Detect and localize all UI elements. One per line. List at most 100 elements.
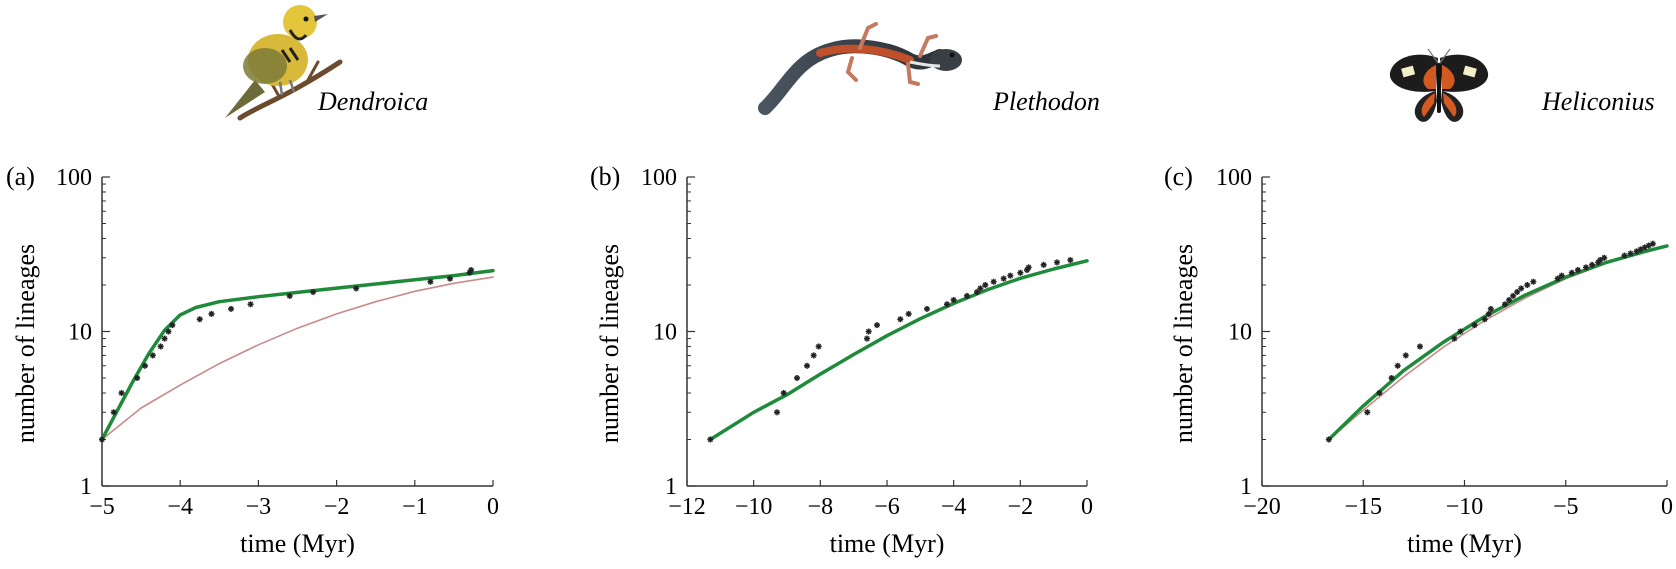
data-point [1394, 362, 1401, 369]
data-point [924, 305, 930, 312]
data-point [1025, 264, 1032, 271]
data-point [118, 389, 125, 396]
data-point [1589, 261, 1596, 268]
x-tick-label: −15 [1344, 494, 1382, 520]
panel-label: (b) [590, 162, 620, 191]
data-point [208, 310, 215, 317]
data-point [1402, 352, 1409, 359]
data-point [1040, 261, 1047, 268]
x-tick-label: 0 [487, 494, 499, 520]
data-point [1325, 436, 1332, 443]
x-tick-label: −1 [402, 494, 428, 520]
x-tick-label: 0 [1081, 494, 1093, 520]
data-point [1487, 305, 1494, 312]
data-point [1451, 335, 1458, 342]
data-point [780, 389, 787, 396]
data-point [874, 322, 880, 329]
x-tick-label: −2 [1008, 494, 1034, 520]
y-tick-label: 10 [68, 320, 92, 346]
data-point [1524, 281, 1531, 288]
data-point [196, 316, 203, 323]
x-tick-label: 0 [1661, 494, 1673, 520]
y-tick-label: 100 [1216, 165, 1252, 191]
data-point [1364, 409, 1371, 416]
data-point [247, 301, 254, 308]
y-axis-label: number of lineages [595, 244, 624, 443]
data-point [1485, 310, 1492, 317]
data-point [1416, 343, 1423, 350]
data-point [353, 285, 360, 292]
data-point [774, 409, 780, 416]
x-tick-label: −6 [874, 494, 900, 520]
x-axis-label: time (Myr) [830, 529, 945, 558]
butterfly-icon [1389, 48, 1489, 122]
chart-panel-b: 1 10 100 −12 −10 −8 −6 −4 −2 0 (b) time (Myr) number… [590, 162, 1093, 558]
data-point [982, 281, 989, 288]
fit-line-pink [1328, 245, 1668, 441]
data-point [1017, 269, 1024, 276]
data-point [974, 289, 980, 296]
data-point [1583, 264, 1589, 271]
data-point [99, 436, 105, 443]
chart-panel-c: 1 10 100 −20 −15 −10 −5 0 (c) time (Myr) number of… [1164, 162, 1673, 558]
data-point [446, 275, 453, 282]
data-point [1471, 322, 1478, 329]
x-tick-label: −20 [1243, 494, 1281, 520]
data-point [161, 335, 168, 342]
data-point [286, 292, 293, 299]
salamander-icon [758, 22, 962, 115]
data-point [165, 328, 172, 335]
data-point [865, 328, 872, 335]
data-point [897, 316, 904, 323]
data-point [905, 310, 912, 317]
y-tick-label: 1 [665, 474, 677, 500]
data-point [1510, 292, 1517, 299]
genus-label: Plethodon [992, 87, 1100, 116]
data-point [810, 352, 817, 359]
data-point [169, 322, 176, 329]
data-point [1558, 272, 1565, 279]
data-point [815, 343, 822, 350]
data-point [804, 362, 810, 369]
x-tick-label: −10 [735, 494, 773, 520]
x-tick-label: −4 [167, 494, 193, 520]
chart-panel-a: 1 10 100 −5 −4 −3 −2 −1 0 (a) time (Myr) number of … [6, 162, 499, 558]
genus-label: Heliconius [1541, 87, 1655, 116]
data-point [427, 278, 434, 285]
data-point [1000, 275, 1007, 282]
data-point [1514, 289, 1521, 296]
data-point [794, 375, 800, 382]
data-point [142, 362, 149, 369]
y-tick-label: 10 [1228, 320, 1252, 346]
data-point [864, 335, 870, 342]
data-point [1574, 267, 1581, 274]
data-point [1457, 328, 1464, 335]
data-point [1554, 275, 1561, 282]
panel-label: (a) [6, 162, 35, 191]
y-axis-label: number of lineages [1169, 244, 1198, 443]
data-point [1568, 269, 1575, 276]
data-point [134, 375, 141, 382]
data-point [1502, 301, 1508, 308]
data-point [1530, 278, 1537, 285]
data-point [1518, 285, 1525, 292]
fit-line-green [100, 268, 495, 442]
y-tick-label: 10 [653, 320, 677, 346]
fit-line-pink [101, 276, 494, 441]
data-point [1649, 240, 1656, 247]
x-tick-label: −12 [668, 494, 706, 520]
data-point [1054, 259, 1060, 266]
data-point [468, 267, 475, 274]
data-point [1506, 296, 1513, 303]
data-point [149, 352, 156, 359]
x-tick-label: −5 [1553, 494, 1579, 520]
y-tick-label: 1 [1240, 474, 1252, 500]
fit-line-pink [709, 259, 1088, 441]
data-point [310, 289, 317, 296]
data-point [1621, 252, 1628, 259]
data-point [1007, 272, 1014, 279]
warbler-bird-icon [225, 5, 343, 121]
data-point [990, 278, 997, 285]
data-point [964, 292, 970, 299]
fit-line-green [708, 259, 1089, 442]
